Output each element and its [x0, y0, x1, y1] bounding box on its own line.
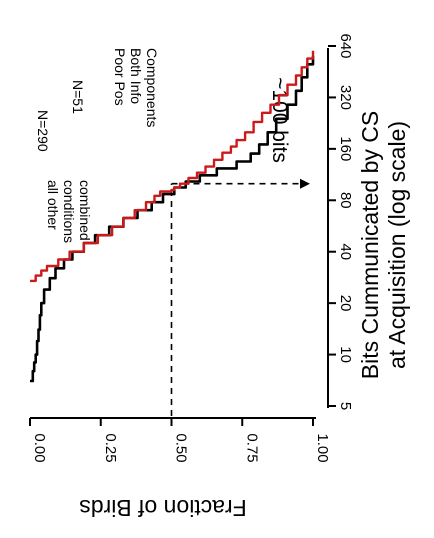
tick-labels: 0.00 0.25 0.50 0.75 1.00 5 10 20 40 80 160 320 640	[31, 33, 354, 462]
annotation-line: N=290	[35, 110, 51, 152]
bits-tick-label: 320	[337, 85, 354, 110]
bits-tick-label: 640	[337, 33, 354, 58]
annotations: N=290 N=51 all otherconditionscombined Poor…	[35, 48, 160, 243]
poor-pos-curve	[30, 50, 315, 283]
fraction-tick-label: 0.25	[102, 433, 119, 462]
axis-titles: Bits Cummunicated by CS at Acquisition (l…	[79, 111, 410, 521]
data-series	[30, 50, 315, 383]
annotation-line: Components	[144, 48, 160, 127]
axes-frame	[30, 48, 329, 419]
annotation-n51: N=51	[70, 80, 86, 114]
annotation-line: conditions	[61, 180, 77, 243]
annotation-poor-pos: Poor PosBoth InfoComponents	[112, 48, 160, 127]
fraction-tick-label: 0.75	[243, 433, 260, 462]
fraction-tick-label: 0.00	[31, 433, 48, 462]
annotation-line: N=51	[70, 80, 86, 114]
bits-tick-label: 20	[337, 295, 354, 312]
bits-axis-title-line2: at Acquisition (log scale)	[384, 121, 410, 369]
bits-tick-label: 160	[337, 136, 354, 161]
reference-arrowhead	[300, 178, 310, 189]
annotation-n290: N=290	[35, 110, 51, 152]
annotation-line: Poor Pos	[112, 48, 128, 106]
tick-marks	[29, 45, 336, 426]
fraction-tick-label: 0.50	[173, 433, 190, 462]
annotation-line: Both Info	[128, 48, 144, 104]
all-conditions-curve	[30, 55, 315, 383]
annotation-line: combined	[77, 180, 93, 241]
bits-tick-label: 10	[337, 346, 354, 363]
fraction-tick-label: 1.00	[314, 433, 331, 462]
annotation-line: all other	[45, 180, 61, 230]
annotation-all-conditions: all otherconditionscombined	[45, 180, 93, 243]
bits-tick-label: 80	[337, 192, 354, 209]
fraction-axis-title: Fraction of Birds	[79, 495, 246, 521]
bits-tick-label: 5	[337, 402, 354, 410]
bits-axis-title: Bits Cummunicated by CS	[357, 111, 383, 379]
bits-tick-label: 40	[337, 243, 354, 260]
